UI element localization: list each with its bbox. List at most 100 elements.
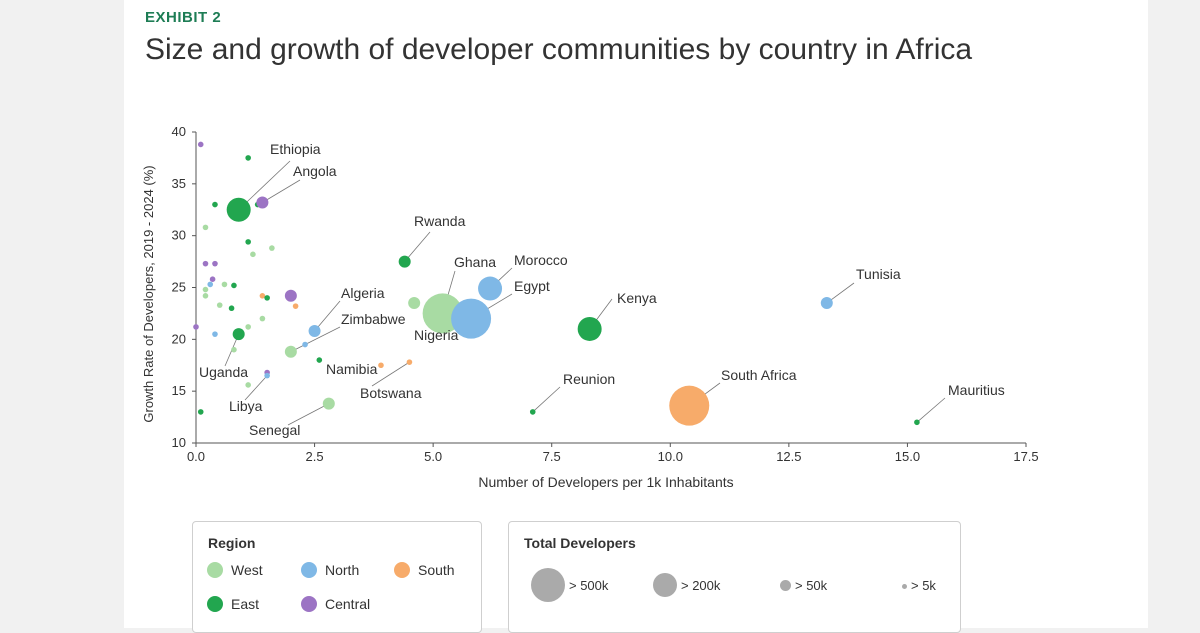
x-tick-label: 2.5 bbox=[306, 449, 324, 464]
size-label-200k: > 200k bbox=[681, 577, 721, 593]
data-point bbox=[202, 286, 209, 293]
leader-line-rwanda bbox=[404, 231, 431, 262]
size-label-5k: > 5k bbox=[911, 578, 936, 593]
x-axis-title: Number of Developers per 1k Inhabitants bbox=[478, 474, 733, 490]
point-label-namibia: Namibia bbox=[326, 361, 378, 377]
data-point bbox=[202, 292, 209, 299]
data-point bbox=[212, 201, 218, 208]
region-legend-title: Region bbox=[208, 535, 256, 551]
point-label-botswana: Botswana bbox=[360, 385, 422, 401]
data-point bbox=[245, 324, 251, 330]
west-swatch bbox=[207, 562, 223, 578]
data-point bbox=[284, 289, 297, 302]
north-swatch bbox=[301, 562, 317, 578]
data-point bbox=[269, 245, 275, 251]
point-label-angola: Angola bbox=[293, 163, 337, 179]
y-axis-title: Growth Rate of Developers, 2019 - 2024 (… bbox=[141, 165, 156, 422]
data-point bbox=[264, 295, 270, 301]
point-label-south-africa: South Africa bbox=[721, 367, 797, 383]
region-legend: Region West North South East Central bbox=[192, 521, 482, 633]
data-point bbox=[209, 276, 216, 283]
legend-item-north: North bbox=[301, 562, 359, 578]
data-point-senegal bbox=[322, 397, 335, 410]
data-point-tunisia bbox=[820, 297, 833, 310]
chart-axes: 0.0 2.5 5.0 7.5 10.0 12.5 15.0 17.5 10 15 20 25 30 35… bbox=[172, 124, 1039, 464]
east-swatch bbox=[207, 596, 223, 612]
data-point bbox=[212, 331, 218, 337]
data-point bbox=[193, 324, 199, 330]
legend-label-east: East bbox=[231, 596, 260, 612]
south-swatch bbox=[394, 562, 410, 578]
legend-label-west: West bbox=[231, 562, 263, 578]
data-point bbox=[245, 239, 251, 245]
data-point bbox=[216, 302, 223, 308]
y-tick-label: 25 bbox=[172, 280, 186, 295]
central-swatch bbox=[301, 596, 317, 612]
size-item-50k: > 50k bbox=[780, 578, 827, 593]
size-item-200k: > 200k bbox=[653, 573, 720, 597]
data-point bbox=[259, 315, 266, 322]
size-dot-5k bbox=[902, 584, 907, 589]
data-point bbox=[231, 282, 237, 289]
exhibit-label: EXHIBIT 2 bbox=[145, 9, 222, 26]
x-tick-label: 15.0 bbox=[895, 449, 920, 464]
data-point-egypt bbox=[451, 298, 492, 339]
data-point-south-africa bbox=[669, 385, 710, 426]
leader-line-mauritius bbox=[916, 397, 946, 423]
legend-item-central: Central bbox=[301, 596, 370, 612]
y-tick-label: 10 bbox=[172, 435, 186, 450]
data-point bbox=[228, 305, 235, 312]
data-point-botswana bbox=[406, 359, 413, 365]
size-label-500k: > 500k bbox=[569, 577, 609, 593]
data-point-ethiopia bbox=[226, 197, 251, 222]
data-point bbox=[212, 260, 218, 267]
data-point bbox=[221, 281, 228, 288]
leader-line-zimbabwe bbox=[290, 326, 341, 353]
legend-item-east: East bbox=[207, 596, 259, 612]
data-point bbox=[259, 292, 266, 299]
x-tick-label: 10.0 bbox=[658, 449, 683, 464]
data-point-libya bbox=[264, 372, 270, 379]
data-point bbox=[202, 224, 209, 231]
data-point-morocco bbox=[478, 276, 503, 301]
point-label-zimbabwe: Zimbabwe bbox=[341, 311, 406, 327]
point-labels: Ethiopia Angola Rwanda Ghana Morocco Egypt Nig… bbox=[199, 141, 1005, 438]
x-tick-label: 5.0 bbox=[424, 449, 442, 464]
data-point bbox=[202, 260, 209, 267]
legend-item-south: South bbox=[394, 562, 455, 578]
point-label-tunisia: Tunisia bbox=[856, 266, 901, 282]
point-label-reunion: Reunion bbox=[563, 371, 615, 387]
data-points bbox=[193, 141, 920, 426]
point-label-kenya: Kenya bbox=[617, 290, 657, 306]
data-point-reunion bbox=[529, 409, 536, 415]
legend-label-north: North bbox=[325, 562, 360, 578]
leader-line-botswana bbox=[371, 361, 410, 387]
leader-line-libya bbox=[244, 375, 268, 401]
point-label-algeria: Algeria bbox=[341, 285, 385, 301]
legend-label-central: Central bbox=[325, 596, 371, 612]
data-point-namibia bbox=[378, 362, 384, 369]
data-point-rwanda bbox=[398, 255, 411, 268]
x-tick-label: 0.0 bbox=[187, 449, 205, 464]
y-tick-label: 35 bbox=[172, 176, 186, 191]
point-label-nigeria: Nigeria bbox=[414, 327, 459, 343]
leader-line-angola bbox=[262, 179, 301, 203]
y-tick-label: 40 bbox=[172, 124, 186, 139]
size-item-5k: > 5k bbox=[902, 578, 936, 593]
data-point bbox=[231, 346, 237, 353]
point-label-uganda: Uganda bbox=[199, 364, 248, 380]
legend-item-west: West bbox=[207, 562, 263, 578]
data-point-nigeria bbox=[408, 297, 421, 310]
data-point bbox=[197, 409, 204, 415]
data-point bbox=[302, 341, 308, 348]
size-legend: Total Developers > 500k > 200k > 50k > 5… bbox=[508, 521, 961, 633]
data-point bbox=[207, 281, 214, 288]
y-tick-label: 30 bbox=[172, 228, 186, 243]
data-point bbox=[292, 303, 299, 309]
point-label-libya: Libya bbox=[229, 398, 263, 414]
data-point-mauritius bbox=[914, 419, 920, 426]
data-point-kenya bbox=[577, 316, 602, 341]
size-item-500k: > 500k bbox=[531, 568, 608, 602]
data-point-uganda bbox=[232, 328, 245, 341]
